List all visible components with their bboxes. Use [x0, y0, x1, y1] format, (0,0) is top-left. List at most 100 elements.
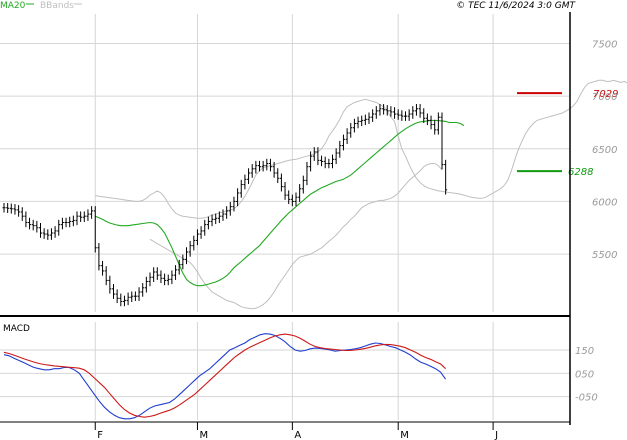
price-bar: [60, 217, 64, 230]
price-bar: [433, 119, 437, 135]
price-bar: [374, 106, 378, 119]
price-bar: [221, 209, 225, 221]
price-bar: [382, 104, 386, 115]
price-bar: [119, 293, 123, 307]
price-bar: [42, 228, 46, 239]
price-bar: [444, 159, 448, 195]
price-bar: [28, 217, 32, 230]
price-bar: [422, 108, 426, 123]
support-label: 6288: [568, 167, 593, 178]
price-bar: [188, 240, 192, 257]
price-bar: [210, 214, 214, 227]
price-bar: [276, 168, 280, 184]
price-bar: [261, 160, 265, 172]
price-bar: [294, 192, 298, 207]
price-bar: [101, 260, 105, 276]
price-bar: [298, 184, 302, 202]
price-bar: [68, 216, 72, 228]
month-label: F: [97, 430, 103, 440]
price-bar: [393, 107, 397, 119]
price-bar: [407, 109, 411, 121]
macd-lines: [3, 333, 447, 420]
price-bar: [389, 106, 393, 117]
price-bar: [312, 147, 316, 161]
price-bar: [349, 122, 353, 138]
price-bar: [345, 128, 349, 145]
price-bars: [2, 104, 448, 307]
price-bar: [112, 284, 115, 299]
price-bar: [133, 291, 137, 301]
price-bar: [35, 220, 39, 233]
price-bar: [104, 266, 108, 286]
price-grid: [0, 14, 570, 312]
price-bar: [122, 295, 126, 307]
price-bar: [206, 216, 210, 230]
price-bar: [225, 206, 229, 219]
price-bar: [327, 158, 331, 169]
price-bar: [272, 161, 276, 178]
price-bar: [181, 254, 185, 270]
price-bar: [144, 276, 148, 293]
price-bar: [440, 112, 444, 170]
price-bar: [170, 270, 174, 285]
price-bar: [290, 194, 294, 207]
price-bar: [279, 173, 283, 192]
ma20-series-line: [95, 119, 465, 287]
price-bar: [155, 267, 159, 280]
price-bar: [79, 211, 83, 222]
price-bar: [268, 158, 272, 172]
price-bar: [309, 151, 313, 172]
price-bar: [250, 164, 254, 178]
macd-y-axis: 150 050 -050: [575, 346, 598, 404]
price-bar: [203, 219, 207, 236]
month-label: M: [400, 430, 409, 440]
price-bar: [400, 110, 404, 121]
price-bar: [404, 111, 407, 121]
price-bar: [71, 215, 75, 227]
price-bar: [49, 228, 53, 240]
macd-panel: MACD 150 050 -050: [0, 322, 598, 420]
price-bar: [239, 179, 243, 198]
price-bar: [137, 287, 141, 301]
price-bar: [243, 174, 247, 190]
price-bar: [316, 147, 320, 166]
price-bar: [236, 188, 240, 207]
price-bar: [341, 134, 345, 151]
price-bar: [287, 190, 291, 205]
bb-lower-line: [149, 163, 443, 310]
price-bar: [141, 283, 145, 297]
price-bar: [254, 160, 258, 174]
price-bar: [130, 291, 134, 302]
price-bar: [371, 109, 375, 122]
price-bar: [20, 207, 24, 221]
price-bar: [258, 160, 261, 172]
price-bar: [177, 259, 181, 275]
resistance-label: 7029: [593, 89, 618, 100]
header: MA20 BBands © TEC 11/6/2024 3:0 GMT: [0, 1, 577, 11]
price-bar: [199, 226, 203, 239]
macd-series-line: [3, 333, 447, 420]
price-bar: [247, 168, 251, 185]
price-bar: [356, 116, 360, 129]
price-bar: [17, 205, 21, 217]
price-panel: 7029 6288 7500 7000 6500 6000 5500: [0, 14, 627, 312]
price-bar: [192, 235, 196, 251]
price-bar: [64, 217, 68, 228]
macd-tick-label: 150: [575, 346, 594, 357]
ma20-line: [95, 119, 465, 287]
price-tick-label: 6500: [592, 145, 617, 156]
price-bar: [411, 106, 415, 119]
price-bar: [360, 115, 364, 127]
price-bar: [93, 206, 97, 253]
price-bar: [53, 226, 57, 238]
ma20-legend: MA20: [0, 1, 26, 11]
price-tick-label: 5500: [592, 250, 617, 261]
price-bar: [305, 161, 309, 186]
price-bar: [331, 154, 334, 169]
price-bar: [108, 275, 112, 294]
price-bar: [385, 105, 389, 116]
copyright-text: © TEC 11/6/2024 3:0 GMT: [456, 1, 576, 11]
month-label: A: [294, 430, 301, 440]
